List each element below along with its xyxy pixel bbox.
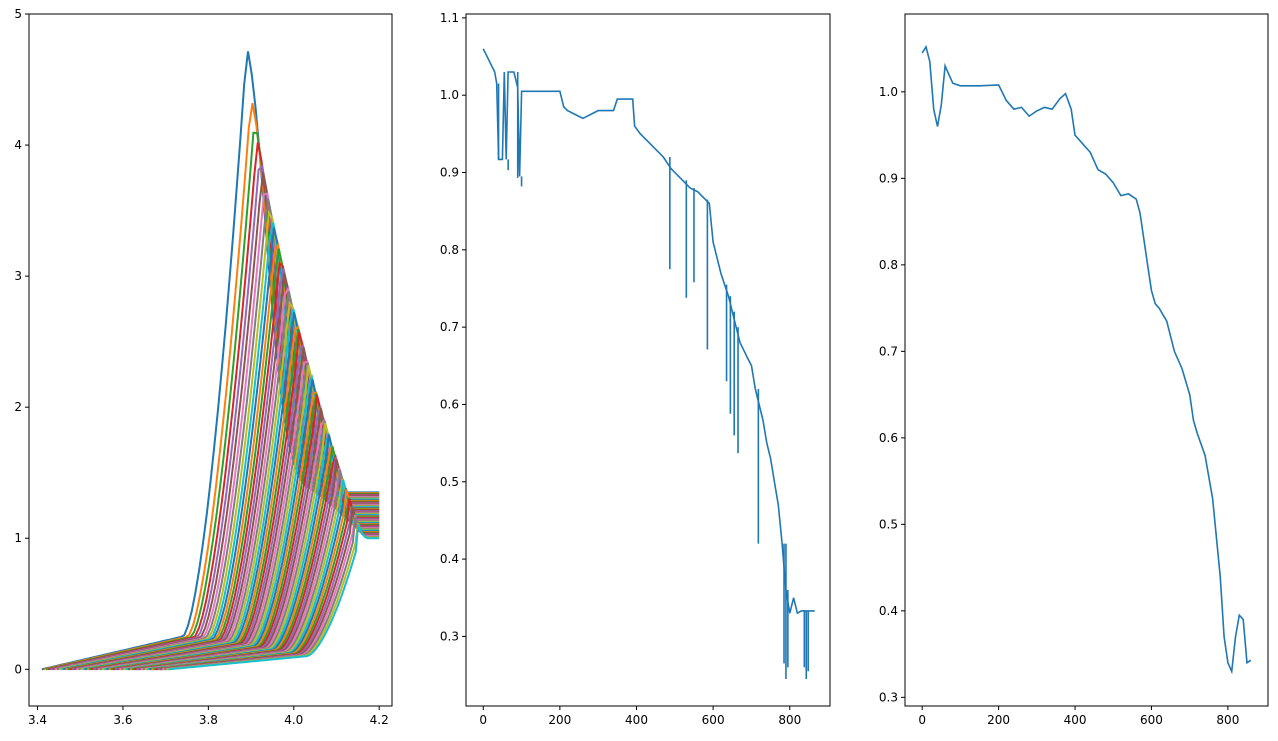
subplot-right-smooth-line: 0 200 400 600 800 0.3 0.4 0.5 0.6 0.7 0.8 0.9 1.0	[879, 13, 1269, 727]
axes-frame-right	[904, 13, 1269, 707]
y-tick-label: 0.7	[879, 344, 898, 358]
subplot-left-voltage-curves: 3.4 3.6 3.8 4.0 4.2 0 1 2 3 4 5	[14, 7, 393, 727]
x-tick-label: 600	[1140, 713, 1163, 727]
x-tick-label: 3.6	[113, 713, 132, 727]
y-tick-label: 5	[14, 7, 22, 21]
ticks-left: 3.4 3.6 3.8 4.0 4.2 0 1 2 3 4 5	[14, 7, 388, 727]
plot-area-right	[921, 44, 1252, 675]
x-tick-label: 200	[987, 713, 1010, 727]
y-tick-label: 1.1	[440, 11, 459, 25]
x-tick-label: 4.0	[284, 713, 303, 727]
x-tick-label: 3.4	[28, 713, 47, 727]
ticks-middle: 0 200 400 600 800 0.3 0.4 0.5 0.6 0.7 0.8 0.9 1.0 1.1	[440, 11, 801, 727]
y-tick-label: 1	[14, 531, 22, 545]
y-tick-label: 2	[14, 400, 22, 414]
y-tick-label: 0.4	[879, 604, 898, 618]
y-tick-label: 0.4	[440, 552, 459, 566]
y-tick-label: 0.6	[440, 397, 459, 411]
x-tick-label: 4.2	[370, 713, 389, 727]
y-tick-label: 0.7	[440, 320, 459, 334]
x-tick-label: 400	[1064, 713, 1087, 727]
series-line-middle	[482, 48, 815, 615]
y-tick-label: 0	[14, 662, 22, 676]
y-tick-label: 4	[14, 138, 22, 152]
plot-area-middle	[482, 48, 815, 679]
y-tick-label: 0.6	[879, 431, 898, 445]
y-tick-label: 0.9	[440, 166, 459, 180]
y-tick-label: 0.5	[440, 475, 459, 489]
series-line-right	[921, 44, 1252, 675]
y-tick-label: 0.3	[879, 690, 898, 704]
y-tick-label: 0.5	[879, 517, 898, 531]
y-tick-label: 0.8	[879, 258, 898, 272]
ticks-right: 0 200 400 600 800 0.3 0.4 0.5 0.6 0.7 0.8 0.9 1.0	[879, 85, 1239, 727]
series-curve	[168, 522, 380, 671]
x-tick-label: 800	[778, 713, 801, 727]
x-tick-label: 200	[548, 713, 571, 727]
x-tick-label: 3.8	[199, 713, 218, 727]
y-tick-label: 0.8	[440, 243, 459, 257]
plot-area-left	[41, 51, 380, 671]
axes-frame-left	[28, 13, 393, 707]
x-tick-label: 400	[625, 713, 648, 727]
x-tick-label: 600	[702, 713, 725, 727]
y-tick-label: 1.0	[879, 85, 898, 99]
y-tick-label: 0.3	[440, 629, 459, 643]
subplot-middle-step-line: 0 200 400 600 800 0.3 0.4 0.5 0.6 0.7 0.8 0.9 1.0 1.1	[440, 11, 831, 727]
y-tick-label: 0.9	[879, 171, 898, 185]
y-tick-label: 3	[14, 269, 22, 283]
x-tick-label: 0	[918, 713, 926, 727]
axes-frame-middle	[465, 13, 831, 707]
x-tick-label: 800	[1216, 713, 1239, 727]
x-tick-label: 0	[479, 713, 487, 727]
y-tick-label: 1.0	[440, 88, 459, 102]
